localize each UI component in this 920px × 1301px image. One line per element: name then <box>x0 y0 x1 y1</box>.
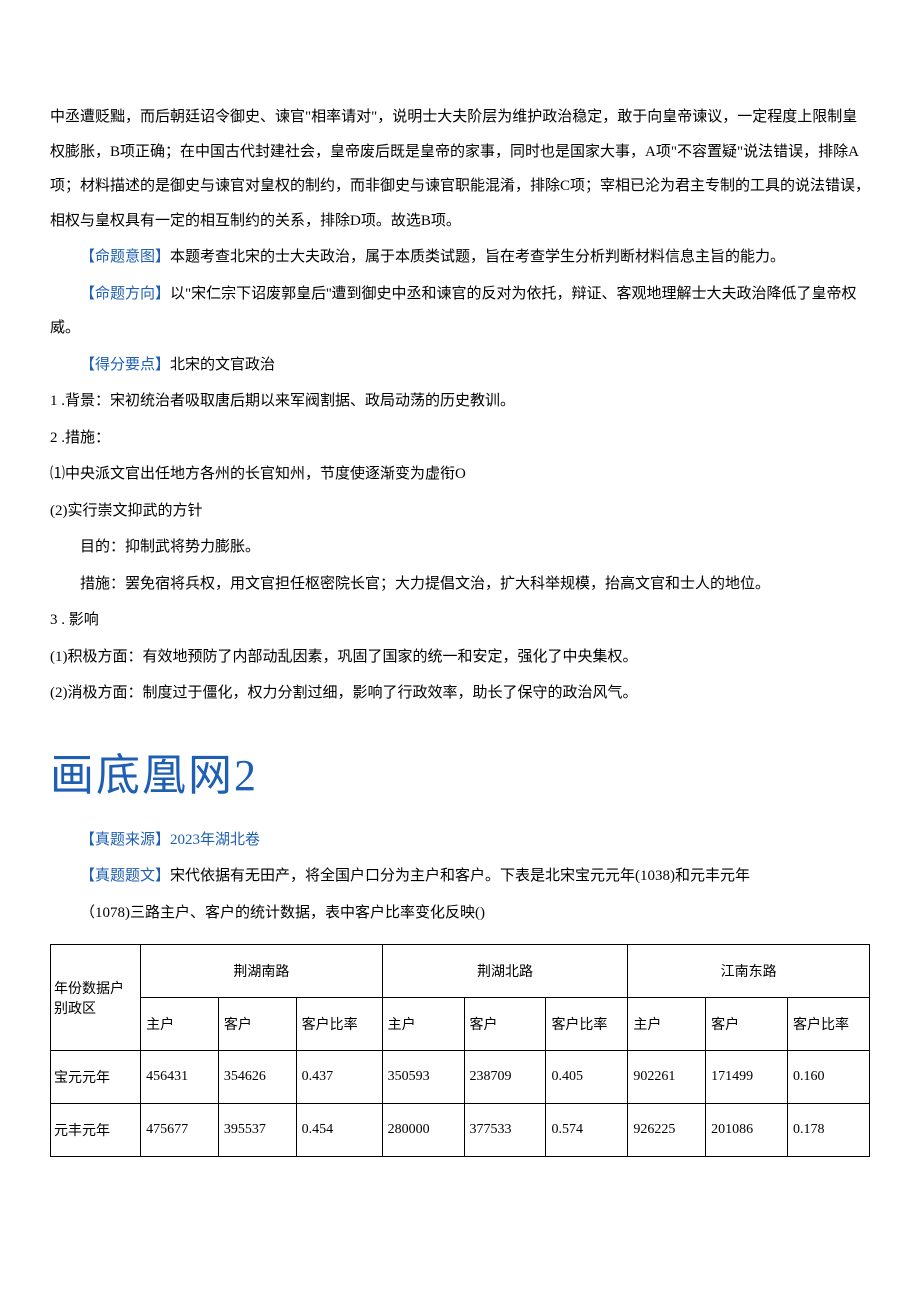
table-cell: 0.405 <box>546 1051 628 1104</box>
table-cell: 354626 <box>218 1051 296 1104</box>
sub-col-header: 客户 <box>464 998 546 1051</box>
question-label: 【真题题文】 <box>80 868 170 884</box>
measure-2a: 目的：抑制武将势力膨胀。 <box>50 530 870 565</box>
keypoint-label: 【得分要点】 <box>80 357 170 373</box>
intent-text: 本题考查北宋的士大夫政治，属于本质类试题，旨在考查学生分析判断材料信息主旨的能力… <box>170 249 785 265</box>
section-title: 画底凰网2 <box>50 739 870 803</box>
table-cell: 377533 <box>464 1104 546 1157</box>
table-row: 宝元元年4564313546260.4373505932387090.40590… <box>51 1051 870 1104</box>
measure-2b: 措施：罢免宿将兵权，用文官担任枢密院长官；大力提倡文治，扩大科举规模，抬高文官和… <box>50 567 870 602</box>
direction-text: 以"宋仁宗下诏废郭皇后''遭到御史中丞和谏官的反对为依托，辩证、客观地理解士大夫… <box>50 286 857 337</box>
table-cell: 456431 <box>141 1051 219 1104</box>
sub-col-header: 客户比率 <box>296 998 382 1051</box>
table-cell: 475677 <box>141 1104 219 1157</box>
analysis-paragraph: 中丞遭贬黜，而后朝廷诏令御史、谏官"相率请对"，说明士大夫阶层为维护政治稳定，敢… <box>50 100 870 238</box>
table-cell: 238709 <box>464 1051 546 1104</box>
table-cell: 201086 <box>706 1104 788 1157</box>
effect-2: (2)消极方面：制度过于僵化，权力分割过细，影响了行政效率，助长了保守的政治风气… <box>50 676 870 711</box>
intent-paragraph: 【命题意图】本题考查北宋的士大夫政治，属于本质类试题，旨在考查学生分析判断材料信… <box>50 240 870 275</box>
source-text: 2023年湖北卷 <box>170 832 260 848</box>
table-cell: 0.437 <box>296 1051 382 1104</box>
keypoint-text: 北宋的文官政治 <box>170 357 275 373</box>
col-group-3: 江南东路 <box>628 945 870 998</box>
source-line: 【真题来源】2023年湖北卷 <box>50 823 870 858</box>
list-item-3: 3 . 影响 <box>50 603 870 638</box>
direction-paragraph: 【命题方向】以"宋仁宗下诏废郭皇后''遭到御史中丞和谏官的反对为依托，辩证、客观… <box>50 277 870 346</box>
sub-col-header: 客户比率 <box>546 998 628 1051</box>
sub-col-header: 主户 <box>382 998 464 1051</box>
col-group-1: 荆湖南路 <box>141 945 383 998</box>
col-group-2: 荆湖北路 <box>382 945 628 998</box>
sub-col-header: 客户 <box>706 998 788 1051</box>
table-cell: 0.178 <box>788 1104 870 1157</box>
row-label: 宝元元年 <box>51 1051 141 1104</box>
sub-col-header: 客户比率 <box>788 998 870 1051</box>
table-header-row-2: 主户客户客户比率主户客户客户比率主户客户客户比率 <box>51 998 870 1051</box>
table-header-row-1: 年份数据户别政区 荆湖南路 荆湖北路 江南东路 <box>51 945 870 998</box>
sub-col-header: 客户 <box>218 998 296 1051</box>
table-cell: 926225 <box>628 1104 706 1157</box>
table-cell: 0.574 <box>546 1104 628 1157</box>
question-line: 【真题题文】宋代依据有无田产，将全国户口分为主户和客户。下表是北宋宝元元年(10… <box>50 859 870 894</box>
direction-label: 【命题方向】 <box>80 286 170 302</box>
table-cell: 350593 <box>382 1051 464 1104</box>
sub-col-header: 主户 <box>141 998 219 1051</box>
measure-1: ⑴中央派文官出任地方各州的长官知州，节度使逐渐变为虚衔O <box>50 457 870 492</box>
table-cell: 0.454 <box>296 1104 382 1157</box>
intent-label: 【命题意图】 <box>80 249 170 265</box>
table-corner: 年份数据户别政区 <box>51 945 141 1051</box>
data-table: 年份数据户别政区 荆湖南路 荆湖北路 江南东路 主户客户客户比率主户客户客户比率… <box>50 944 870 1157</box>
question-line-2: （1078)三路主户、客户的统计数据，表中客户比率变化反映() <box>50 896 870 931</box>
list-item-1: 1 .背景：宋初统治者吸取唐后期以来军阀割据、政局动荡的历史教训。 <box>50 384 870 419</box>
source-label: 【真题来源】 <box>80 832 170 848</box>
table-row: 元丰元年4756773955370.4542800003775330.57492… <box>51 1104 870 1157</box>
table-cell: 280000 <box>382 1104 464 1157</box>
list-item-2: 2 .措施： <box>50 421 870 456</box>
sub-col-header: 主户 <box>628 998 706 1051</box>
keypoint-paragraph: 【得分要点】北宋的文官政治 <box>50 348 870 383</box>
table-cell: 902261 <box>628 1051 706 1104</box>
row-label: 元丰元年 <box>51 1104 141 1157</box>
question-text: 宋代依据有无田产，将全国户口分为主户和客户。下表是北宋宝元元年(1038)和元丰… <box>170 868 750 884</box>
effect-1: (1)积极方面：有效地预防了内部动乱因素，巩固了国家的统一和安定，强化了中央集权… <box>50 640 870 675</box>
table-cell: 0.160 <box>788 1051 870 1104</box>
table-cell: 395537 <box>218 1104 296 1157</box>
measure-2: (2)实行崇文抑武的方针 <box>50 494 870 529</box>
table-cell: 171499 <box>706 1051 788 1104</box>
